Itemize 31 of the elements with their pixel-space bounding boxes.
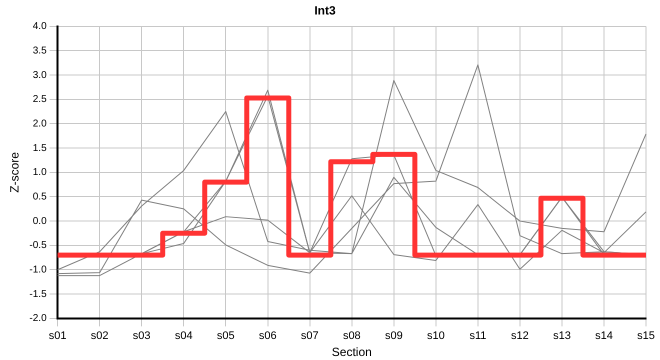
y-tick-label: -1.5 <box>29 288 48 300</box>
chart-title: Int3 <box>314 4 336 18</box>
y-tick-label: 1.0 <box>32 167 48 178</box>
x-tick-label: s02 <box>90 330 109 342</box>
y-tick-label: 3.0 <box>32 70 48 81</box>
x-tick-label: s06 <box>258 330 277 342</box>
y-tick-label: 0.0 <box>32 216 48 227</box>
y-tick-label: 3.5 <box>32 45 48 56</box>
y-tick-label: 0.5 <box>32 191 48 202</box>
y-tick-label: -2.0 <box>29 313 48 324</box>
x-tick-label: s15 <box>637 330 655 342</box>
x-tick-label: s03 <box>132 330 151 342</box>
x-axis-title: Section <box>332 345 372 360</box>
y-tick-label: -1.0 <box>29 264 48 276</box>
x-tick-label: s10 <box>426 330 445 342</box>
y-tick-label: 2.0 <box>32 118 48 130</box>
x-tick-label: s13 <box>553 330 571 342</box>
x-tick-label: s09 <box>384 330 403 342</box>
y-tick-label: -0.5 <box>29 240 48 252</box>
x-tick-label: s01 <box>48 330 67 342</box>
y-axis-title: Z-score <box>8 152 22 193</box>
x-tick-label: s07 <box>300 330 319 342</box>
x-tick-label: s04 <box>174 330 193 342</box>
x-tick-label: s14 <box>595 330 613 342</box>
y-tick-label: 1.5 <box>32 142 48 154</box>
x-tick-label: s11 <box>469 330 486 342</box>
x-tick-label: s05 <box>216 330 235 342</box>
x-tick-label: s08 <box>342 330 361 342</box>
y-tick-label: 4.0 <box>32 21 48 32</box>
y-tick-label: 2.5 <box>32 94 48 106</box>
x-tick-label: s12 <box>511 330 529 342</box>
